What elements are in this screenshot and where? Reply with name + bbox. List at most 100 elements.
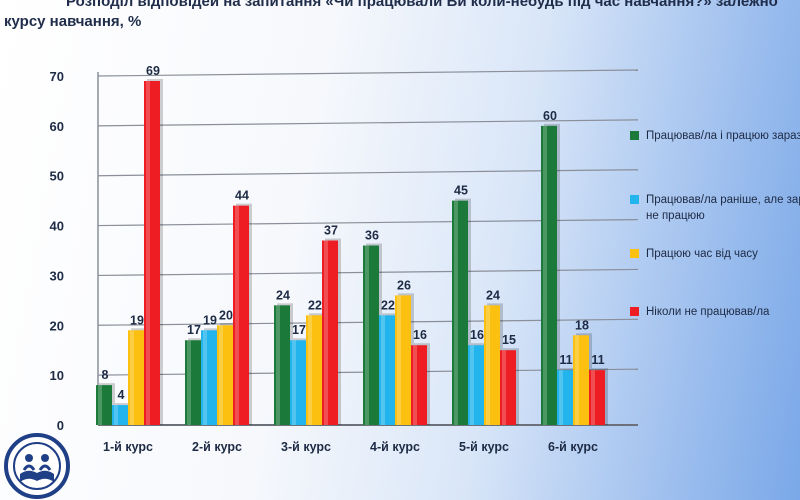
x-tick-label: 1-й курс [103,440,153,454]
bar [395,295,411,425]
bar-highlight [381,315,385,425]
data-label: 17 [292,323,306,337]
university-book-emblem-icon [4,433,70,499]
bar-highlight [219,325,223,425]
bar-highlight [146,80,150,425]
legend-label: Працював/ла і працюю зараз [646,130,800,142]
data-label: 44 [235,189,249,203]
bar [500,350,516,425]
bar-highlight [486,305,490,425]
bar-highlight [324,240,328,425]
bars [96,78,608,425]
bar-highlight [591,370,595,425]
bar-highlight [502,350,506,425]
bar [411,345,427,425]
data-label: 4 [118,388,125,402]
bar [363,245,379,425]
bar [468,345,484,425]
bar [185,340,201,425]
bar-highlight [575,335,579,425]
bar [541,125,557,425]
bar [274,305,290,425]
legend-swatch [630,249,639,258]
chart-title: Розподіл відповідей на запитання «Чи пра… [4,0,778,30]
bar-highlight [292,340,296,425]
legend-label: Працюю час від часу [646,248,758,260]
bar [112,405,128,425]
y-tick-label: 60 [50,119,64,134]
bar [484,305,500,425]
bar [96,385,112,425]
data-label: 16 [470,328,484,342]
bar-highlight [413,345,417,425]
bar [573,335,589,425]
data-label: 24 [276,288,290,302]
y-tick-label: 10 [50,368,64,383]
legend-item: Працював/ла раніше, але зараз не працюю [624,192,800,224]
data-label: 19 [130,313,144,327]
bar [201,330,217,425]
y-tick-label: 30 [50,268,64,283]
bar [322,240,338,425]
y-tick-label: 20 [50,318,64,333]
data-label: 11 [559,353,572,367]
data-label: 17 [187,323,201,337]
data-label: 36 [365,229,379,243]
bar-highlight [543,125,547,425]
data-label: 22 [381,298,395,312]
legend-label: Ніколи не працював/ла [646,306,770,318]
data-label: 16 [413,328,427,342]
bar-highlight [454,200,458,425]
bar-highlight [397,295,401,425]
bar-highlight [203,330,207,425]
x-tick-label: 5-й курс [459,440,509,454]
legend-item: Працював/ла і працюю зараз [624,128,800,144]
bar [128,330,144,425]
legend-item: Працюю час від часу [624,246,800,262]
bar [233,205,249,425]
data-label: 26 [397,278,411,292]
bar-highlight [559,370,563,425]
bar-highlight [308,315,312,425]
legend-swatch [630,307,639,316]
tick-labels: 0 10 20 30 40 50 60 70 1-й курс 2-й курс 3-й курс 4… [50,69,598,454]
legend-swatch [630,131,639,140]
bar-highlight [470,345,474,425]
bar-highlight [98,385,102,425]
bar-highlight [365,245,369,425]
bar-highlight [187,340,191,425]
data-label: 19 [203,313,217,327]
data-label: 11 [591,353,604,367]
bar-highlight [235,205,239,425]
x-tick-label: 4-й курс [370,440,420,454]
data-label: 45 [454,184,468,198]
bar-highlight [276,305,280,425]
bar [290,340,306,425]
x-tick-label: 6-й курс [548,440,598,454]
bar [589,370,605,425]
bar [144,80,160,425]
legend-item: Ніколи не працював/ла [624,304,800,320]
data-label: 15 [502,333,516,347]
gridline [97,69,639,77]
data-label: 60 [543,109,557,123]
data-label: 8 [102,368,109,382]
data-label: 20 [219,308,233,322]
y-tick-label: 0 [57,418,64,433]
x-tick-label: 2-й курс [192,440,242,454]
data-label: 18 [575,318,589,332]
legend-swatch [630,195,639,204]
y-tick-label: 70 [50,69,64,84]
bar [557,370,573,425]
data-label: 69 [146,64,160,78]
y-tick-label: 40 [50,219,64,234]
gridline [97,119,639,127]
bar-highlight [130,330,134,425]
x-tick-label: 3-й курс [281,440,331,454]
bar-highlight [114,405,118,425]
data-label: 37 [324,224,338,238]
y-tick-label: 50 [50,169,64,184]
data-label: 22 [308,298,322,312]
